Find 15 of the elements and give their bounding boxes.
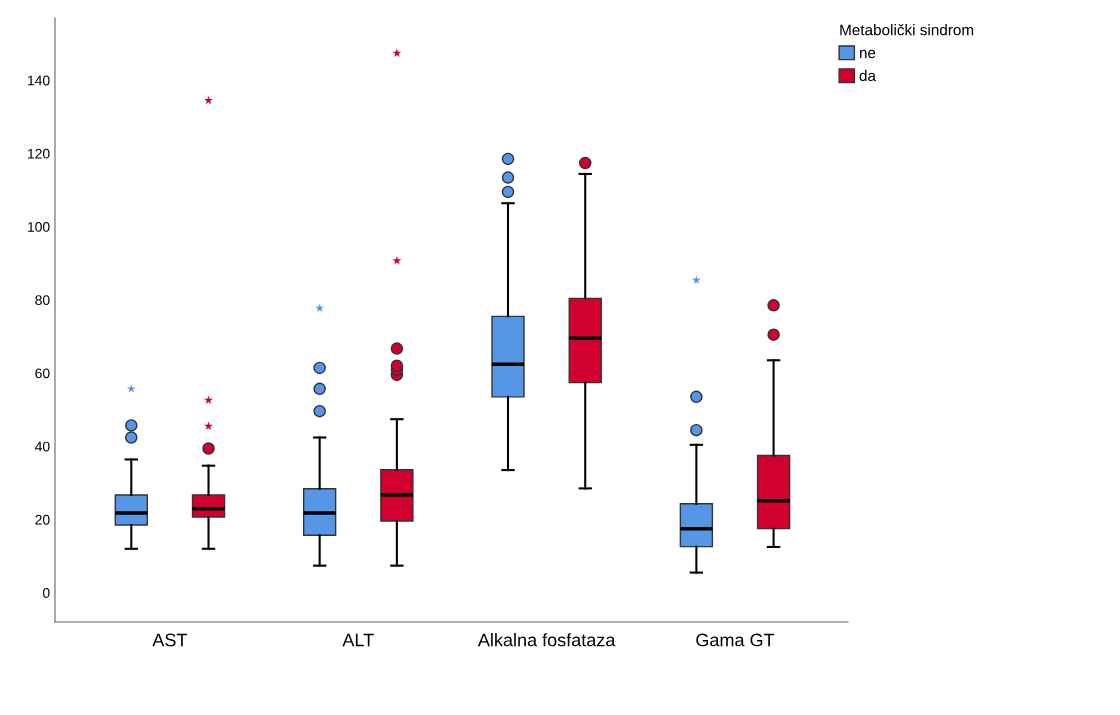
x-tick-label: Gama GT bbox=[696, 633, 775, 647]
legend-label: ne bbox=[859, 49, 876, 59]
y-tick-label: 120 bbox=[28, 148, 50, 159]
y-tick-label: 40 bbox=[35, 441, 50, 452]
y-tick-label: 0 bbox=[42, 588, 50, 598]
y-tick-label: 100 bbox=[28, 221, 50, 232]
x-tick-label: AST bbox=[152, 633, 188, 647]
legend-title: Metabolički sindrom bbox=[840, 24, 974, 36]
legend-label: da bbox=[859, 69, 876, 82]
y-tick-label: 20 bbox=[35, 514, 50, 525]
x-tick-label: ALT bbox=[342, 633, 374, 647]
y-tick-label: 60 bbox=[35, 368, 50, 379]
y-tick-label: 140 bbox=[28, 75, 50, 86]
x-tick-label: Alkalna fosfataza bbox=[477, 633, 616, 647]
y-tick-label: 80 bbox=[35, 295, 50, 306]
